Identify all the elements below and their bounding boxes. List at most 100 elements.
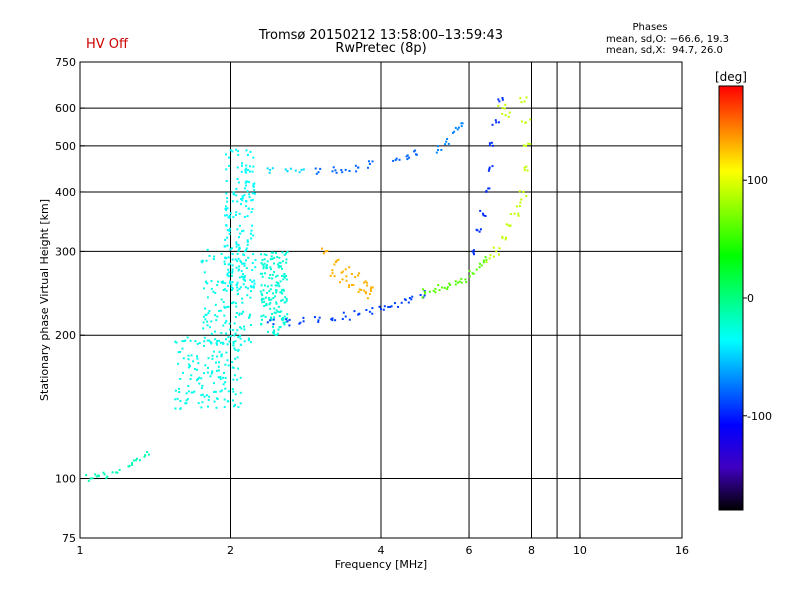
echo-point xyxy=(497,121,500,124)
echo-point xyxy=(131,462,133,465)
echo-point xyxy=(330,318,333,321)
echo-point xyxy=(197,402,200,405)
echo-point xyxy=(246,240,249,243)
echo-point xyxy=(341,278,344,281)
echo-point xyxy=(247,339,250,342)
echo-point xyxy=(274,295,277,298)
echo-point xyxy=(184,402,187,405)
echo-point xyxy=(270,268,272,271)
echo-point xyxy=(228,328,231,331)
echo-point xyxy=(235,302,238,305)
echo-point xyxy=(341,171,344,174)
echo-point xyxy=(226,200,229,203)
echo-point xyxy=(317,171,320,174)
echo-point xyxy=(87,479,90,482)
echo-point xyxy=(242,253,245,256)
echo-point xyxy=(259,272,262,275)
echo-point xyxy=(259,290,262,293)
echo-point xyxy=(472,251,475,254)
echo-point xyxy=(272,325,274,328)
echo-point xyxy=(238,312,241,315)
echo-point xyxy=(272,297,275,299)
echo-point xyxy=(234,258,237,261)
echo-point xyxy=(268,277,271,279)
echo-point xyxy=(236,178,239,180)
echo-point xyxy=(214,338,217,341)
phase-stats-o: mean, sd,O: −66.6, 19.3 xyxy=(606,34,729,45)
echo-point xyxy=(204,364,207,367)
echo-point xyxy=(284,296,287,299)
echo-point xyxy=(232,390,235,393)
echo-point xyxy=(249,232,252,235)
echo-point xyxy=(283,253,286,256)
echo-point xyxy=(454,280,457,283)
echo-point xyxy=(222,342,225,345)
echo-point xyxy=(283,276,286,279)
echo-point xyxy=(235,211,238,214)
echo-point xyxy=(89,477,92,480)
echo-point xyxy=(237,153,240,156)
echo-point xyxy=(277,266,280,269)
echo-point xyxy=(390,305,393,308)
echo-point xyxy=(245,164,248,167)
echo-point xyxy=(187,366,190,369)
echo-point xyxy=(410,298,413,301)
echo-point xyxy=(371,312,374,315)
echo-point xyxy=(222,301,225,304)
echo-point xyxy=(281,251,284,254)
echo-point xyxy=(275,281,278,284)
echo-point xyxy=(529,143,532,145)
echo-point xyxy=(274,311,277,314)
echo-point xyxy=(491,123,494,126)
echo-point xyxy=(238,313,241,316)
echo-point xyxy=(182,357,185,360)
echo-point xyxy=(235,305,238,308)
echo-point xyxy=(266,167,269,170)
echo-point xyxy=(351,284,353,286)
echo-point xyxy=(239,232,242,235)
echo-point xyxy=(216,369,218,372)
echo-point xyxy=(245,259,247,262)
echo-point xyxy=(224,238,227,241)
echo-point xyxy=(394,302,396,305)
echo-point xyxy=(178,391,181,393)
echo-point xyxy=(423,290,426,292)
echo-point xyxy=(285,275,287,277)
echo-point xyxy=(225,338,227,341)
echo-point xyxy=(234,349,237,351)
echo-point xyxy=(270,298,273,301)
echo-point xyxy=(444,143,447,146)
echo-point xyxy=(246,243,249,246)
echo-point xyxy=(523,169,526,171)
echo-point xyxy=(519,201,522,204)
echo-point xyxy=(509,213,512,215)
echo-point xyxy=(283,315,286,318)
echo-point xyxy=(224,321,227,324)
echo-point xyxy=(233,193,235,196)
echo-point xyxy=(201,384,204,387)
echo-point xyxy=(526,169,529,172)
echo-point xyxy=(302,316,305,319)
echo-point xyxy=(318,316,321,319)
echo-point xyxy=(347,286,350,289)
echo-point xyxy=(276,332,279,335)
echo-point xyxy=(220,332,223,335)
echo-point xyxy=(249,165,252,168)
echo-point xyxy=(340,271,343,274)
echo-point xyxy=(138,459,141,462)
echo-point xyxy=(196,368,199,371)
echo-point xyxy=(380,308,382,311)
echo-point xyxy=(319,167,322,170)
echo-point xyxy=(136,457,138,460)
echo-point xyxy=(105,477,108,480)
echo-point xyxy=(251,224,254,227)
echo-point xyxy=(231,268,234,271)
echo-point xyxy=(216,284,219,287)
echo-point xyxy=(368,160,370,163)
echo-point xyxy=(271,313,273,315)
echo-point xyxy=(364,280,367,283)
echo-point xyxy=(223,314,226,317)
echo-point xyxy=(269,301,272,304)
echo-point xyxy=(262,265,265,268)
echo-point xyxy=(454,283,457,286)
